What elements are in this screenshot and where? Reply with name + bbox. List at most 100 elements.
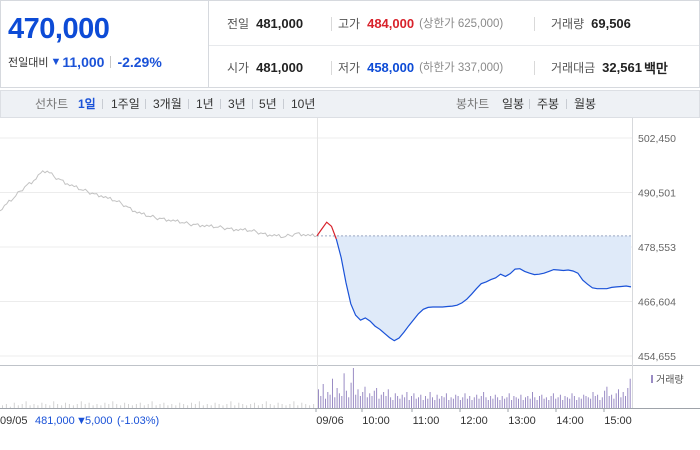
volume-bar	[466, 398, 468, 408]
volume-bar	[135, 404, 137, 408]
stat-label: 저가	[338, 60, 361, 75]
x-tick-label: 12:00	[460, 415, 488, 427]
volume-bar	[429, 392, 431, 408]
price-stats: 전일 481,000 고가 484,000 (상한가 625,000) 거래량 …	[209, 1, 699, 87]
volume-bar	[167, 405, 169, 408]
volume-bar	[585, 396, 587, 408]
volume-bar	[250, 404, 252, 408]
volume-bar	[606, 386, 608, 408]
volume-bar	[41, 402, 43, 408]
volume-bar	[194, 404, 196, 408]
volume-bar	[513, 396, 515, 408]
volume-bar	[399, 398, 401, 408]
stat-label: 거래량	[551, 16, 585, 31]
volume-bar	[348, 397, 350, 408]
volume-bar	[576, 400, 578, 408]
volume-bar	[17, 405, 19, 408]
volume-bar	[611, 394, 613, 408]
volume-bar	[230, 401, 232, 408]
tab-divider	[145, 99, 146, 109]
stat-label: 거래대금	[551, 60, 596, 75]
period-1d-tab[interactable]: 1일	[78, 97, 96, 111]
volume-bar	[445, 393, 447, 408]
volume-bar	[49, 405, 51, 408]
volume-bar	[5, 404, 7, 408]
volume-bar	[564, 396, 566, 408]
x-tick-label: 09/06	[316, 415, 344, 427]
period-10y-tab[interactable]: 10년	[291, 97, 316, 111]
volume-bar	[350, 382, 352, 408]
volume-bar	[506, 397, 508, 408]
candle-weekly-tab[interactable]: 주봉	[537, 97, 560, 111]
volume-bar	[214, 402, 216, 408]
volume-bar	[541, 394, 543, 408]
volume-bar	[608, 396, 610, 408]
period-3y-tab[interactable]: 3년	[228, 97, 246, 111]
volume-bar	[443, 397, 445, 408]
volume-bar	[627, 388, 629, 408]
volume-bar	[116, 404, 118, 408]
period-5y-tab[interactable]: 5년	[259, 97, 277, 111]
volume-bar	[434, 400, 436, 408]
volume-bar	[569, 398, 571, 408]
volume-bar	[390, 397, 392, 408]
volume-bar	[504, 398, 506, 408]
period-3m-tab[interactable]: 3개월	[153, 97, 182, 111]
volume-bar	[369, 393, 371, 408]
candle-daily-tab[interactable]: 일봉	[502, 97, 525, 111]
volume-bar	[404, 397, 406, 408]
volume-bar	[490, 396, 492, 408]
volume-bar	[234, 405, 236, 408]
volume-bar	[492, 398, 494, 408]
volume-bar	[485, 397, 487, 408]
chart-period-toolbar: 선차트 1일 1주일 3개월 1년 3년 5년 10년 봉차트 일봉 주봉 월봉	[0, 90, 700, 118]
volume-bar	[518, 398, 519, 408]
stat-open: 시가 481,000	[227, 57, 303, 77]
volume-bar	[515, 397, 517, 408]
volume-bar	[254, 402, 255, 408]
candle-monthly-tab[interactable]: 월봉	[574, 97, 597, 111]
volume-bar	[525, 397, 526, 408]
volume-bar	[599, 400, 601, 408]
volume-bar	[159, 404, 161, 408]
volume-bar	[408, 400, 410, 408]
volume-bar	[25, 401, 27, 408]
volume-bar	[536, 400, 538, 408]
volume-bar	[301, 402, 303, 408]
volume-bar	[622, 392, 624, 408]
change-percent: -2.29%	[117, 54, 162, 70]
volume-bar	[210, 405, 212, 408]
volume-bar	[65, 402, 66, 408]
volume-bar	[573, 396, 575, 408]
stat-high: 고가 484,000 (상한가 625,000)	[338, 13, 503, 33]
change-divider	[110, 56, 112, 68]
volume-bar	[594, 396, 596, 408]
volume-bar	[13, 402, 15, 408]
change-amount: 11,000	[62, 54, 105, 70]
stat-low: 저가 458,000 (하한가 337,000)	[338, 57, 503, 77]
volume-bar	[562, 400, 564, 408]
volume-bar	[376, 388, 378, 408]
tab-divider	[283, 99, 284, 109]
volume-bar	[9, 406, 11, 408]
previous-day-change: 5,000	[85, 415, 113, 427]
volume-bar	[246, 405, 248, 408]
volume-bar	[469, 396, 471, 408]
volume-bar	[273, 405, 275, 408]
volume-bar	[406, 392, 408, 408]
volume-bar	[397, 396, 399, 408]
volume-bar	[362, 392, 364, 408]
volume-bar	[392, 400, 394, 408]
tab-divider	[220, 99, 221, 109]
stat-trade-value: 거래대금 32,561 백만	[551, 57, 668, 77]
volume-bar	[527, 396, 529, 408]
tab-divider	[188, 99, 189, 109]
period-1y-tab[interactable]: 1년	[196, 97, 214, 111]
volume-bar	[618, 389, 619, 408]
volume-bar	[380, 394, 382, 408]
volume-bar	[320, 396, 322, 408]
volume-bar	[131, 405, 133, 408]
volume-bar	[371, 396, 373, 408]
period-1w-tab[interactable]: 1주일	[111, 97, 140, 111]
volume-bar	[53, 401, 55, 408]
